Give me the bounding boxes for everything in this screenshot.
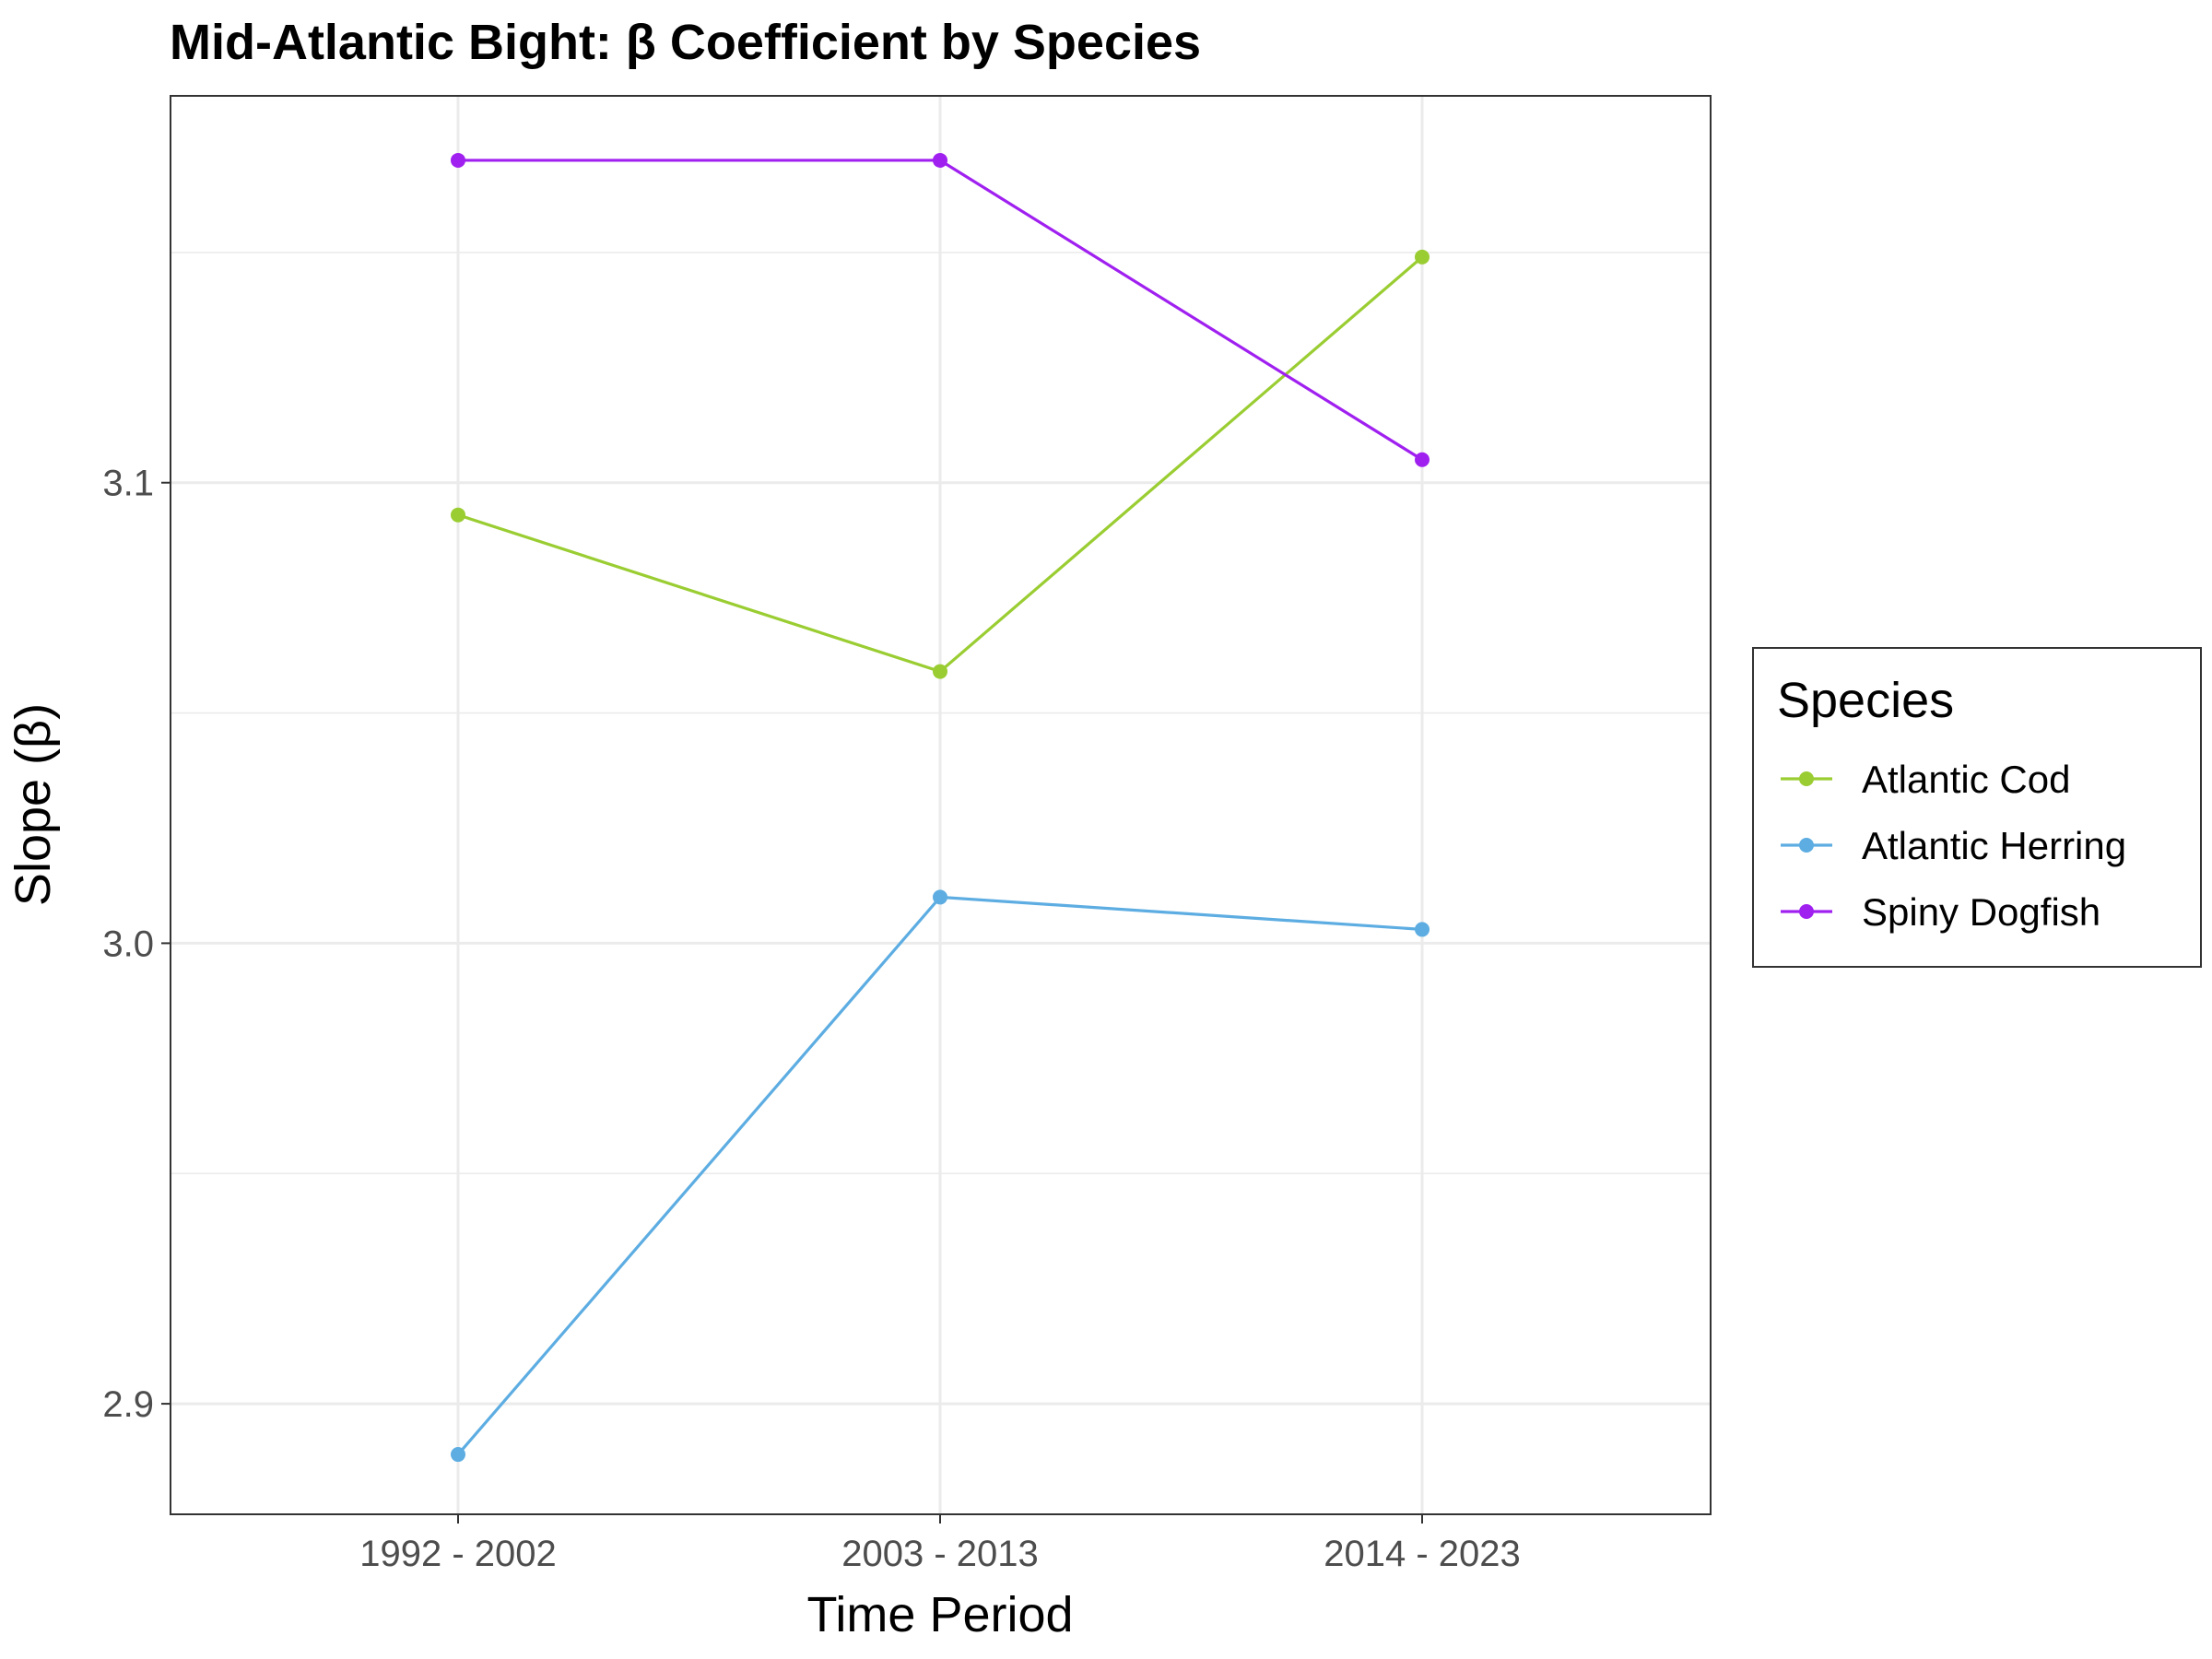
x-tick-label-2: 2014 - 2023 <box>1324 1534 1521 1574</box>
y-tick-label-0: 2.9 <box>102 1384 154 1425</box>
legend-title: Species <box>1777 673 1954 728</box>
data-point-atlantic-cod-2 <box>1415 249 1430 265</box>
legend: Species Atlantic Cod Atlantic Herring Spin… <box>1752 647 2202 968</box>
legend-items: Atlantic Cod Atlantic Herring Spiny Dogfis… <box>1781 758 2126 934</box>
series-points <box>451 152 1430 1463</box>
y-axis-title: Slope (β) <box>6 703 61 906</box>
data-point-atlantic-herring-0 <box>451 1447 465 1463</box>
x-tick-label-0: 1992 - 2002 <box>359 1534 557 1574</box>
data-point-spiny-dogfish-0 <box>451 152 465 168</box>
legend-box <box>1752 647 2202 968</box>
legend-key-point-atlantic-cod <box>1799 771 1814 786</box>
data-point-spiny-dogfish-1 <box>933 152 947 168</box>
x-axis: 1992 - 2002 2003 - 2013 2014 - 2023 <box>359 1514 1521 1574</box>
x-axis-title: Time Period <box>806 1587 1073 1642</box>
chart-title: Mid-Atlantic Bight: β Coefficient by Spe… <box>170 15 1201 70</box>
data-point-spiny-dogfish-2 <box>1415 452 1430 467</box>
y-tick-label-1: 3.0 <box>102 924 154 964</box>
legend-key-point-atlantic-herring <box>1799 838 1814 853</box>
legend-label-atlantic-herring: Atlantic Herring <box>1862 824 2126 867</box>
legend-label-spiny-dogfish: Spiny Dogfish <box>1862 890 2100 934</box>
y-axis: 2.9 3.0 3.1 <box>102 464 171 1425</box>
x-tick-label-1: 2003 - 2013 <box>841 1534 1039 1574</box>
data-point-atlantic-cod-1 <box>933 664 947 679</box>
data-point-atlantic-herring-2 <box>1415 922 1430 937</box>
data-point-atlantic-cod-0 <box>451 507 465 523</box>
data-point-atlantic-herring-1 <box>933 889 947 905</box>
major-grid <box>171 96 1711 1514</box>
y-tick-label-2: 3.1 <box>102 464 154 504</box>
legend-key-point-spiny-dogfish <box>1799 904 1814 919</box>
legend-label-atlantic-cod: Atlantic Cod <box>1862 758 2070 801</box>
